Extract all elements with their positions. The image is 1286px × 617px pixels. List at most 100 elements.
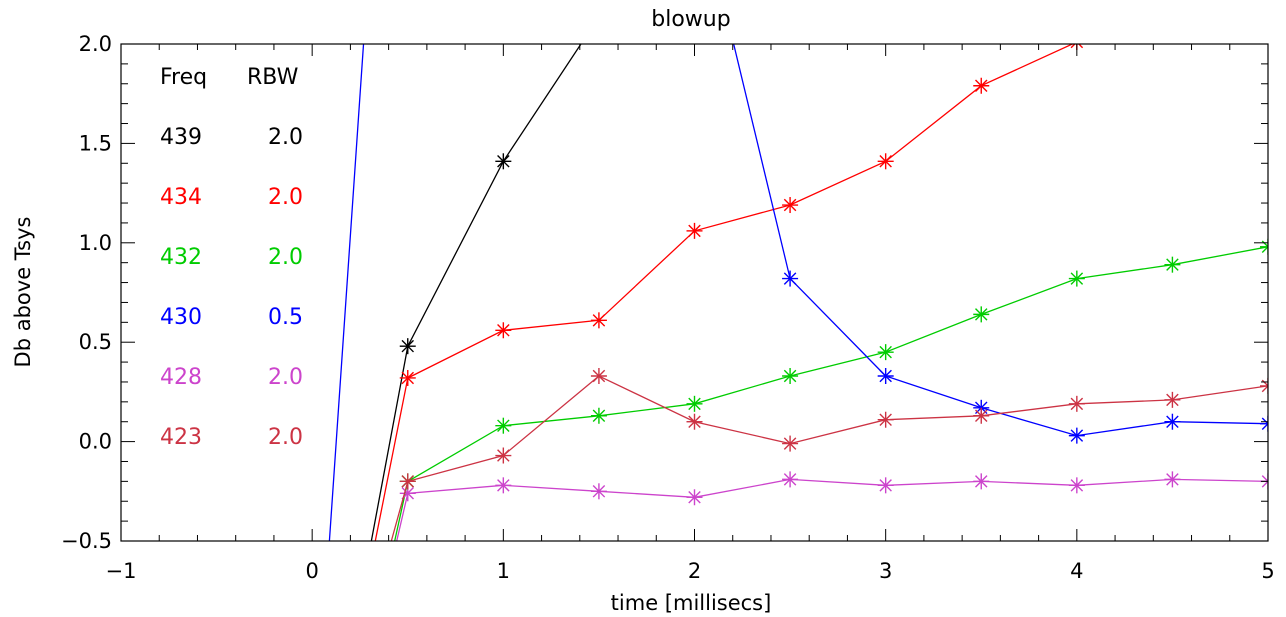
legend-freq-432: 432 [160, 245, 202, 270]
series-line [374, 44, 1074, 541]
x-tick-label: 3 [879, 559, 892, 583]
marker-stroke [401, 371, 415, 385]
marker-stroke [974, 475, 988, 488]
data-point [782, 270, 799, 287]
data-point [1164, 471, 1181, 488]
y-tick-label: 1.5 [79, 131, 112, 155]
marker-stroke [783, 198, 797, 212]
data-point [1164, 391, 1181, 408]
series-layer [328, 44, 1268, 541]
legend-rbw-439: 2.0 [268, 125, 303, 150]
data-point [1164, 256, 1181, 273]
marker-stroke [688, 491, 701, 504]
data-point [590, 367, 607, 384]
data-point [877, 411, 894, 428]
data-point [1068, 270, 1085, 287]
marker-stroke [879, 369, 892, 383]
marker-stroke [783, 437, 797, 450]
data-point [590, 312, 607, 329]
y-tick-label: 2.0 [79, 32, 112, 56]
data-point [877, 477, 894, 494]
series-line [328, 44, 1268, 541]
data-point [973, 77, 990, 94]
legend-freq-430: 430 [160, 305, 202, 330]
x-tick-label: 1 [497, 559, 510, 583]
data-point [782, 471, 799, 488]
data-point [495, 417, 512, 434]
y-tick-label: 1.0 [79, 231, 112, 255]
series-line [396, 478, 1268, 541]
data-point [1068, 477, 1085, 494]
marker-stroke [497, 155, 510, 168]
series-423 [390, 367, 1268, 541]
marker-stroke [879, 345, 892, 359]
marker-stroke [1261, 245, 1268, 254]
series-432 [394, 238, 1268, 541]
legend-freq-428: 428 [160, 365, 202, 390]
data-point [973, 306, 990, 323]
series-434 [374, 44, 1084, 541]
series-line [370, 44, 582, 541]
data-point [399, 338, 416, 355]
marker-stroke [1261, 475, 1268, 483]
marker-stroke [1261, 384, 1268, 393]
marker-stroke [783, 473, 797, 486]
plot-frame [120, 43, 1269, 542]
legend-rbw-434: 2.0 [268, 185, 303, 210]
marker-stroke [1070, 397, 1084, 411]
data-point [495, 153, 512, 170]
data-point [1260, 415, 1268, 432]
marker-stroke [974, 79, 988, 93]
data-point [495, 477, 512, 494]
y-tick-label: −0.5 [61, 529, 112, 553]
chart-title: blowup [651, 7, 730, 32]
marker-stroke [783, 272, 797, 285]
axes-layer: −1 0 1 2 3 4 5 −0.5 0.0 0.5 1.0 1.5 2.0 [61, 32, 1275, 583]
marker-stroke [592, 409, 606, 423]
legend-freq-434: 434 [160, 185, 202, 210]
marker-stroke [1261, 422, 1268, 430]
x-axis-label: time [millisecs] [611, 591, 772, 615]
series-line [390, 375, 1268, 541]
series-line [394, 246, 1268, 541]
marker-stroke [1166, 393, 1179, 407]
y-tick-label: 0.5 [79, 330, 112, 354]
marker-stroke [688, 224, 701, 238]
legend-header-rbw: RBW [247, 65, 299, 90]
marker-stroke [401, 475, 415, 488]
legend-rbw-432: 2.0 [268, 245, 303, 270]
y-tick-label: 0.0 [79, 430, 112, 454]
x-tick-label: 5 [1261, 559, 1274, 583]
data-point [1068, 427, 1085, 444]
x-tick-label: 4 [1070, 559, 1083, 583]
marker-stroke [1261, 417, 1268, 425]
data-point [973, 473, 990, 490]
marker-stroke [1166, 258, 1179, 271]
data-point [1164, 413, 1181, 430]
marker-stroke [879, 413, 892, 426]
marker-stroke [1261, 480, 1268, 488]
marker-stroke [497, 479, 510, 492]
marker-stroke [1077, 44, 1084, 49]
x-tick-label: 0 [305, 559, 318, 583]
data-point [399, 473, 416, 490]
marker-stroke [497, 324, 510, 337]
marker-stroke [974, 409, 988, 423]
data-point [686, 395, 703, 412]
legend-header-freq: Freq [160, 65, 207, 90]
data-point [495, 447, 512, 464]
marker-stroke [688, 415, 701, 428]
marker-stroke [592, 314, 606, 327]
series-430 [328, 44, 1268, 541]
marker-stroke [1166, 415, 1179, 428]
data-point [495, 322, 512, 339]
marker-stroke [592, 485, 606, 498]
legend-rbw-430: 0.5 [268, 305, 303, 330]
legend: Freq RBW 439 2.0 434 2.0 432 2.0 430 0.5 428 2.0 4… [160, 65, 303, 450]
y-axis-label: Db above Tsys [11, 217, 35, 368]
marker-stroke [1070, 272, 1084, 285]
marker-stroke [401, 339, 415, 353]
x-tick-label: −1 [106, 559, 137, 583]
data-point [686, 489, 703, 506]
marker-stroke [497, 449, 510, 462]
